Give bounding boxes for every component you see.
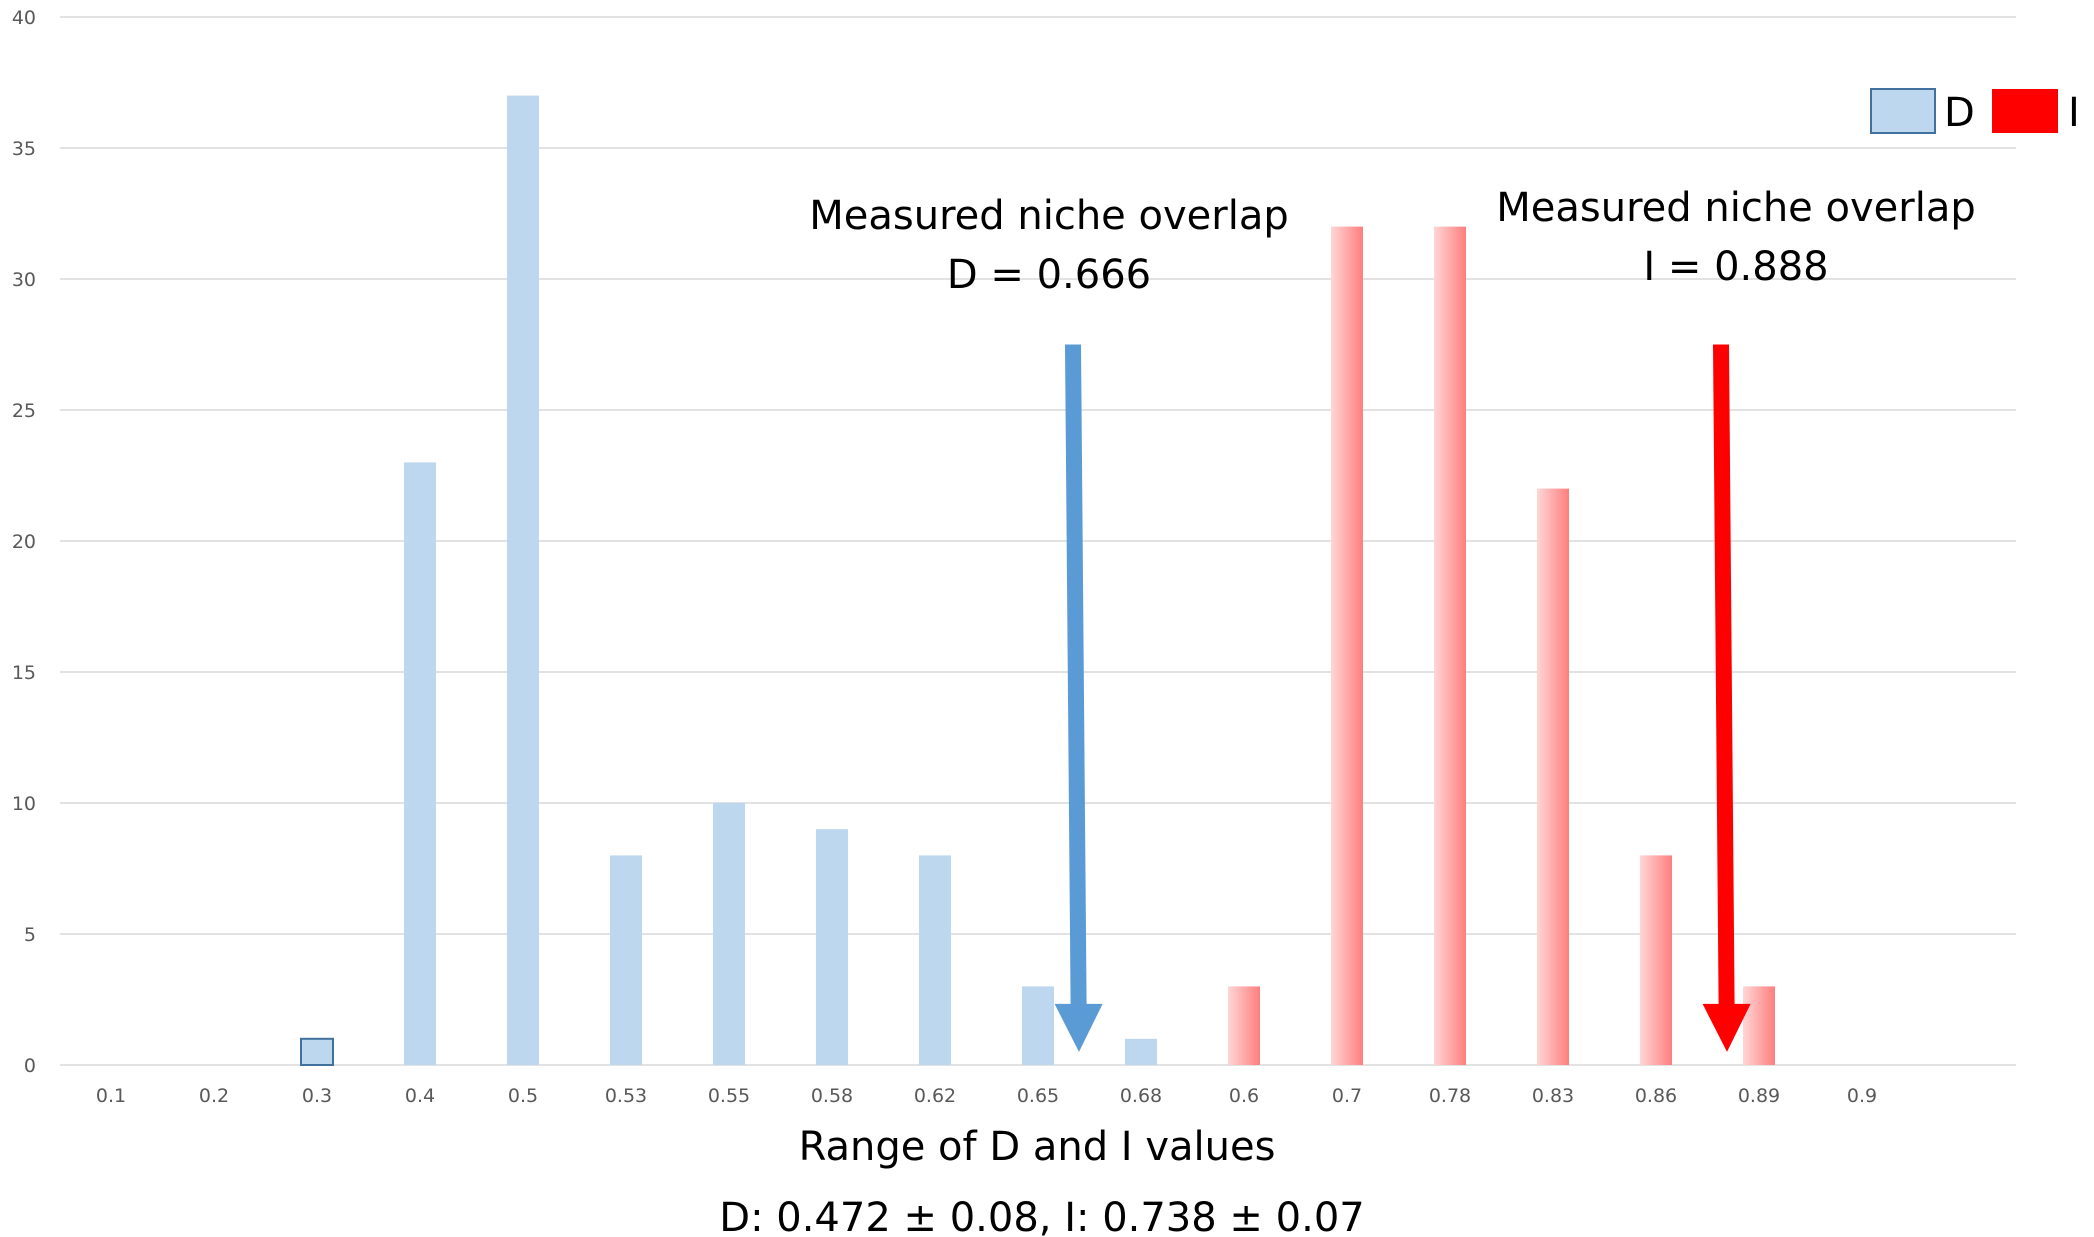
legend-label-d: D — [1944, 90, 1975, 136]
x-tick-label: 0.86 — [1635, 1085, 1677, 1107]
x-tick-label: 0.6 — [1229, 1085, 1259, 1107]
x-tick-label: 0.9 — [1847, 1085, 1877, 1107]
bar-d-0.53 — [610, 855, 642, 1065]
y-tick-label: 5 — [24, 924, 36, 946]
bar-d-0.68 — [1125, 1038, 1157, 1065]
legend-label-i: I — [2068, 90, 2080, 136]
x-tick-label: 0.65 — [1017, 1085, 1059, 1107]
x-tick-label: 0.5 — [508, 1085, 538, 1107]
x-tick-label: 0.89 — [1738, 1085, 1780, 1107]
bar-i-0.89 — [1743, 986, 1775, 1065]
y-tick-label: 0 — [24, 1055, 36, 1077]
chart-subtitle: D: 0.472 ± 0.08, I: 0.738 ± 0.07 — [719, 1195, 1364, 1237]
x-tick-label: 0.3 — [302, 1085, 332, 1107]
bar-d-0.4 — [404, 462, 436, 1065]
x-tick-label: 0.62 — [914, 1085, 956, 1107]
annotation-i-line1: Measured niche overlap — [1496, 185, 1975, 231]
x-tick-label: 0.1 — [96, 1085, 126, 1107]
bar-i-0.78 — [1434, 226, 1466, 1066]
bar-i-0.7 — [1331, 226, 1363, 1066]
annotation-i-arrow — [1702, 344, 1751, 1052]
annotation-d-line2: D = 0.666 — [947, 252, 1151, 298]
y-tick-label: 15 — [12, 662, 36, 684]
x-tick-label: 0.4 — [405, 1085, 435, 1107]
annotation-d-arrow — [1054, 344, 1103, 1052]
bar-d-0.58 — [816, 829, 848, 1065]
gridlines — [60, 16, 2016, 1066]
y-tick-label: 20 — [12, 531, 36, 553]
bar-d-0.62 — [919, 855, 951, 1065]
y-tick-label: 30 — [12, 269, 36, 291]
legend-swatch-d — [1870, 88, 1936, 134]
annotation-i: Measured niche overlap I = 0.888 — [1496, 185, 1976, 1052]
bars — [300, 95, 1775, 1067]
annotation-d-line1: Measured niche overlap — [809, 193, 1288, 239]
annotation-d: Measured niche overlap D = 0.666 — [809, 193, 1289, 1052]
x-tick-label: 0.53 — [605, 1085, 647, 1107]
x-tick-label: 0.7 — [1332, 1085, 1362, 1107]
bar-i-0.6 — [1228, 986, 1260, 1065]
x-tick-label: 0.68 — [1120, 1085, 1162, 1107]
bar-d-0.65 — [1022, 986, 1054, 1065]
x-tick-label: 0.78 — [1429, 1085, 1471, 1107]
x-tick-label: 0.83 — [1532, 1085, 1574, 1107]
x-tick-label: 0.58 — [811, 1085, 853, 1107]
x-tick-label: 0.55 — [708, 1085, 750, 1107]
y-tick-label: 25 — [12, 400, 36, 422]
y-tick-label: 10 — [12, 793, 36, 815]
x-tick-label: 0.2 — [199, 1085, 229, 1107]
legend: D I — [1870, 88, 2080, 136]
bar-d-0.5 — [507, 95, 539, 1066]
bar-d-0.55 — [713, 803, 745, 1065]
x-axis-title: Range of D and I values — [799, 1124, 1276, 1170]
y-axis-ticks: 0 5 10 15 20 25 30 35 40 — [12, 7, 36, 1077]
bar-d-0.3 — [300, 1037, 334, 1067]
bar-i-0.86 — [1640, 855, 1672, 1065]
y-tick-label: 35 — [12, 138, 36, 160]
x-axis-ticks: 0.1 0.2 0.3 0.4 0.5 0.53 0.55 0.58 0.62 0.65 0.68 0… — [96, 1085, 1877, 1107]
bar-i-0.83 — [1537, 488, 1569, 1066]
annotation-i-line2: I = 0.888 — [1643, 244, 1828, 290]
y-tick-label: 40 — [12, 7, 36, 29]
legend-swatch-i — [1992, 89, 2058, 133]
